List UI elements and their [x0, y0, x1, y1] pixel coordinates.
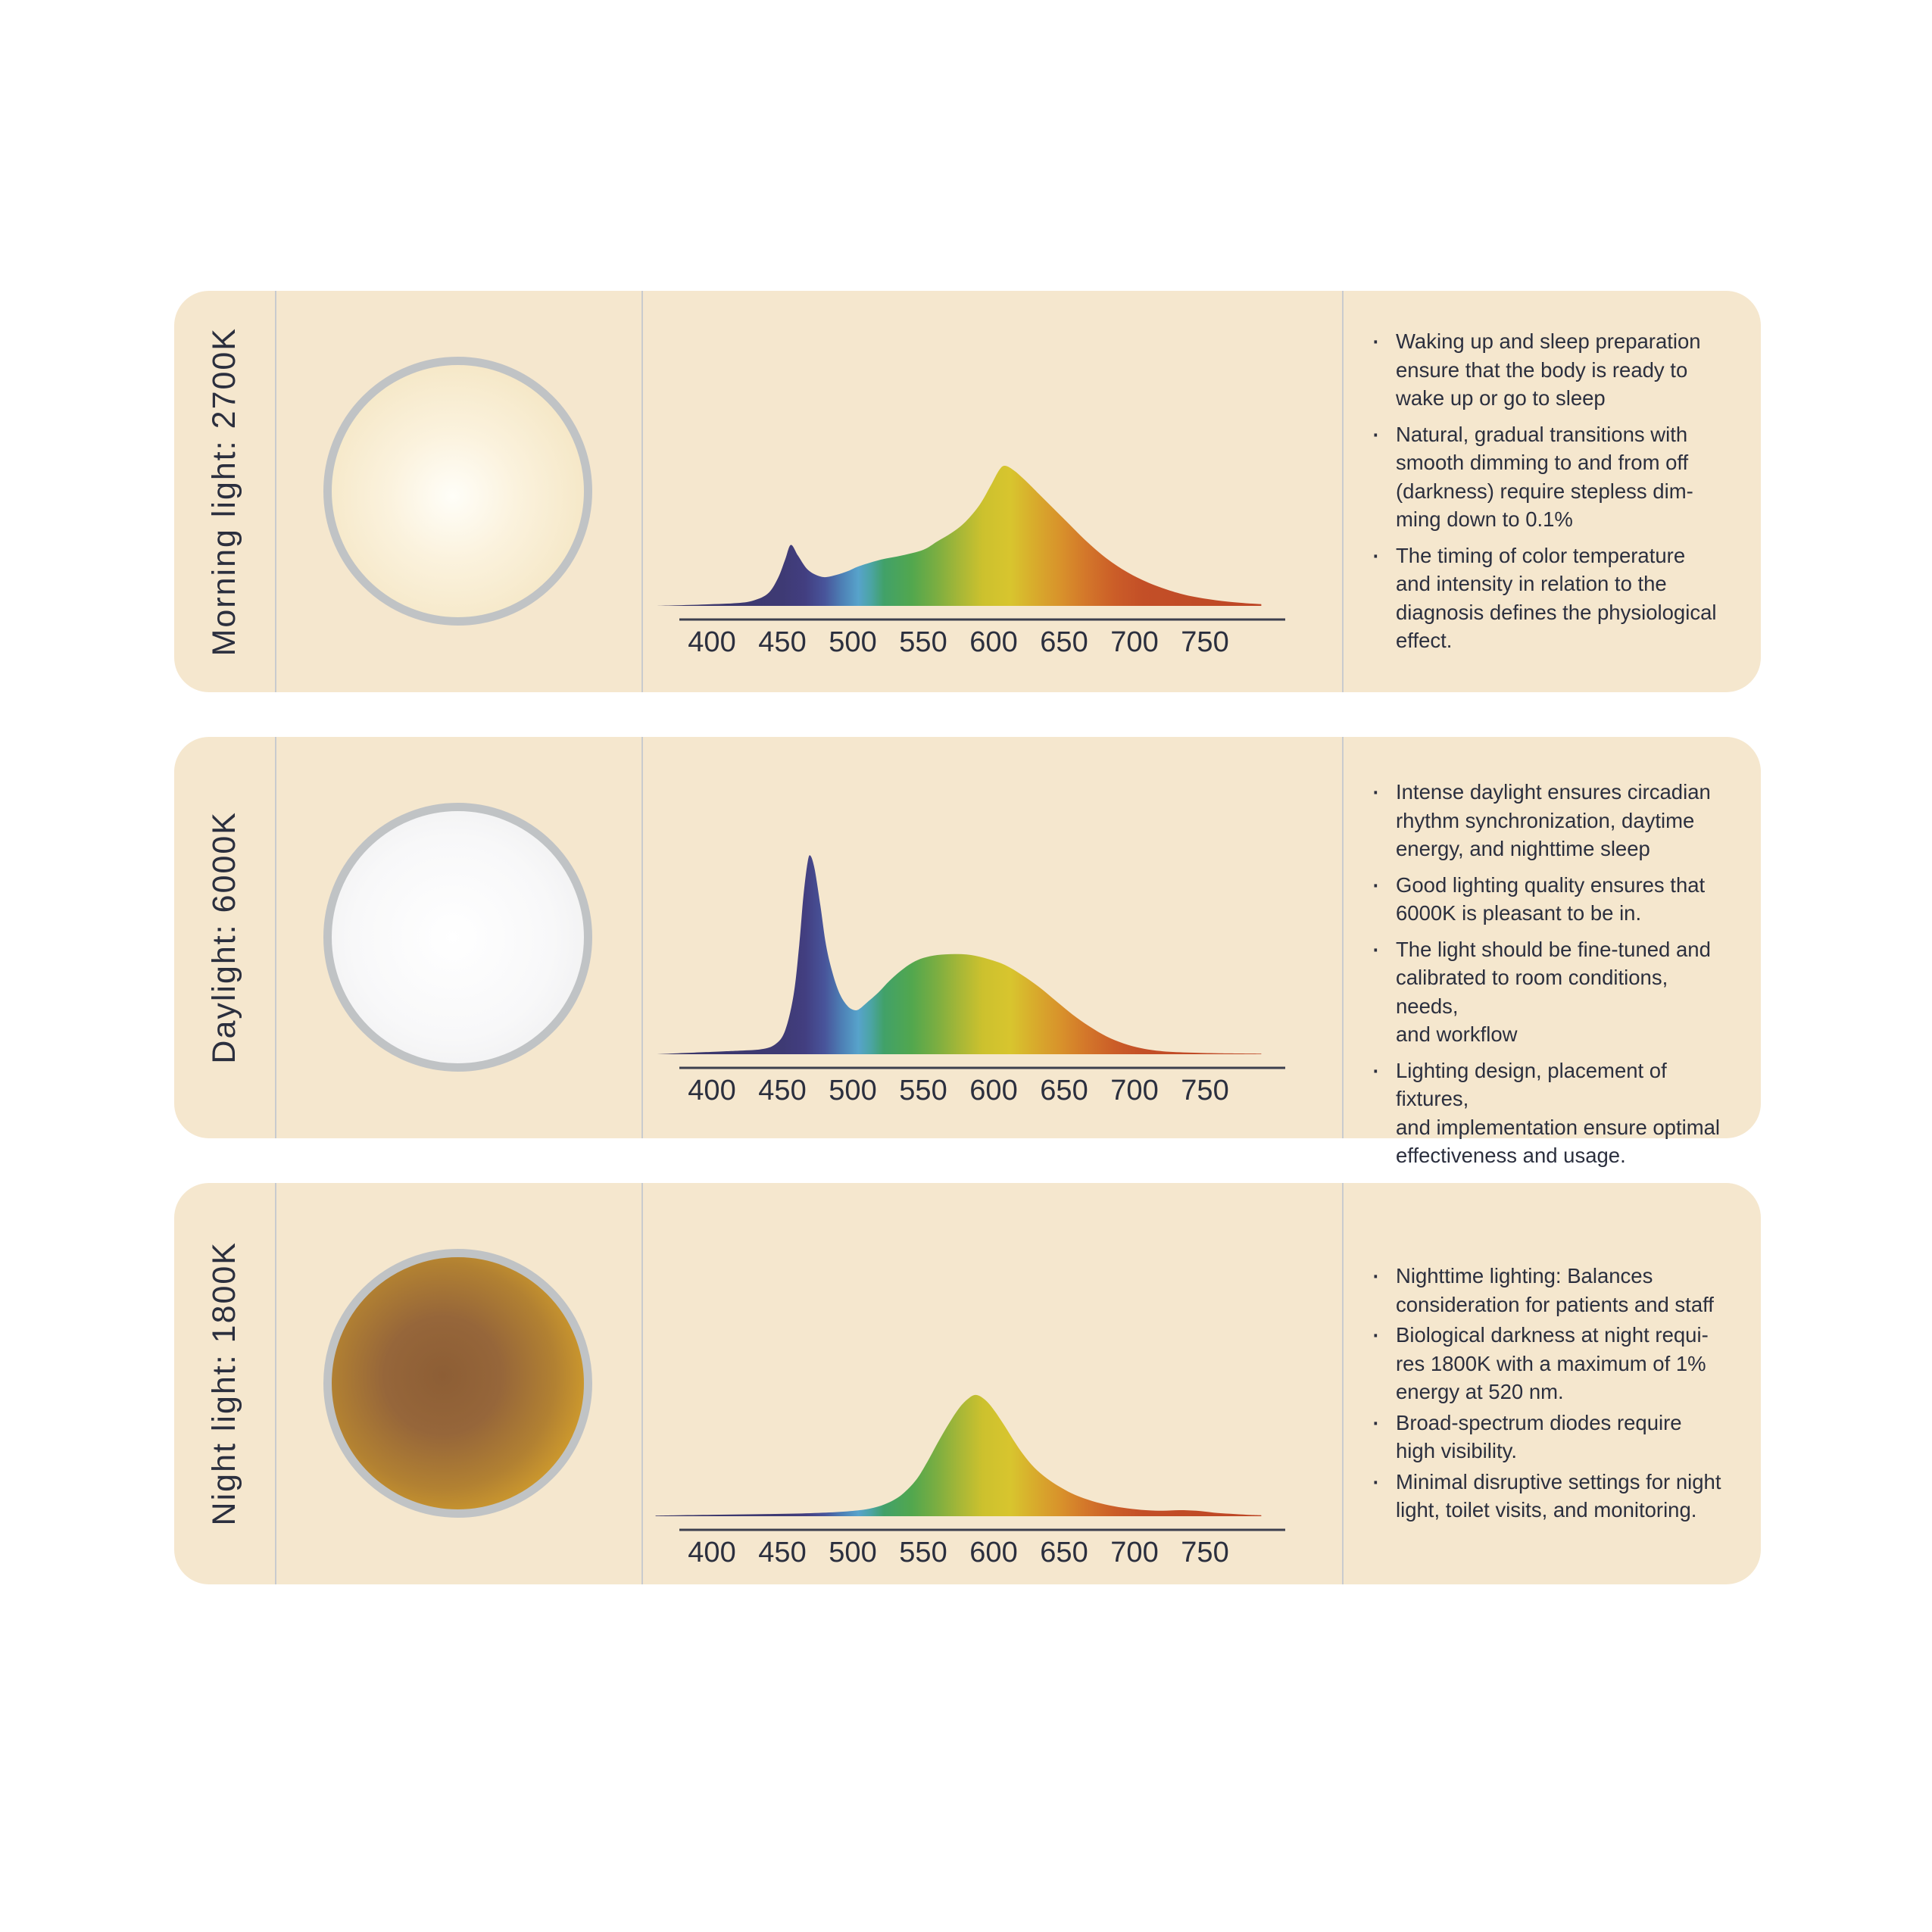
divider-label-column	[275, 291, 276, 692]
x-axis-tick-label: 700	[1110, 1537, 1158, 1568]
bullet-dot-icon: ·	[1371, 1465, 1381, 1497]
panel-title-rotated: Morning light: 2700K	[174, 291, 275, 692]
bullet-dot-icon: ·	[1371, 1053, 1381, 1086]
bullet-text: Natural, gradual transitions with smooth…	[1396, 422, 1693, 532]
spectrum-chart-1800k: 400 450 500 550 600 650 700 750	[655, 1394, 1285, 1568]
divider-circle-column	[641, 737, 643, 1138]
bullet-dot-icon: ·	[1371, 932, 1381, 965]
bullet-item: · Broad-spectrum diodes require high visi…	[1371, 1406, 1735, 1465]
panel-morning-light: Morning light: 2700K 400 450 500 550 600 650 7…	[174, 291, 1761, 692]
spectrum-area	[655, 1394, 1262, 1516]
x-axis-tick-label: 750	[1181, 626, 1228, 658]
x-axis-tick-label: 650	[1040, 626, 1088, 658]
spectrum-area	[655, 855, 1262, 1054]
x-axis-tick-label: 600	[969, 626, 1017, 658]
light-color-swatch-6000k	[323, 803, 592, 1072]
bullet-text: Nighttime lighting: Balances considerati…	[1396, 1264, 1714, 1316]
divider-chart-column	[1342, 1183, 1344, 1584]
bullet-item: · Biological darkness at night requi- res…	[1371, 1319, 1735, 1406]
bullet-item: · The light should be fine-tuned and cali…	[1371, 935, 1735, 1049]
bullet-item: · Natural, gradual transitions with smoot…	[1371, 420, 1735, 534]
divider-label-column	[275, 737, 276, 1138]
x-axis-tick-label: 700	[1110, 1075, 1158, 1106]
spectrum-chart-2700k: 400 450 500 550 600 650 700 750	[655, 466, 1285, 658]
bullet-list: · Waking up and sleep preparation ensure …	[1342, 291, 1743, 692]
bullet-text: Broad-spectrum diodes require high visib…	[1396, 1410, 1682, 1463]
bullet-text: The timing of color temperature and inte…	[1396, 543, 1717, 653]
panel-title-text: Night light: 1800K	[206, 1241, 242, 1526]
bullet-dot-icon: ·	[1371, 1319, 1381, 1350]
bullet-dot-icon: ·	[1371, 417, 1381, 450]
x-axis-tick-label: 500	[829, 626, 876, 658]
bullet-dot-icon: ·	[1371, 538, 1381, 571]
x-axis-tick-label: 500	[829, 1075, 876, 1106]
x-axis-tick-label: 700	[1110, 626, 1158, 658]
divider-chart-column	[1342, 291, 1344, 692]
bullet-item: · Minimal disruptive settings for night l…	[1371, 1465, 1735, 1525]
x-axis-tick-label: 450	[758, 626, 806, 658]
bullet-text: Biological darkness at night requi- res …	[1396, 1323, 1709, 1403]
bullet-list: · Nighttime lighting: Balances considerat…	[1342, 1183, 1743, 1584]
spectrum-area	[655, 466, 1262, 606]
x-axis-tick-label: 650	[1040, 1075, 1088, 1106]
x-axis-tick-label: 400	[688, 1075, 735, 1106]
x-axis-tick-label: 450	[758, 1537, 806, 1568]
divider-circle-column	[641, 1183, 643, 1584]
divider-label-column	[275, 1183, 276, 1584]
bullet-dot-icon: ·	[1371, 1259, 1381, 1291]
light-color-swatch-1800k	[323, 1249, 592, 1518]
x-axis-tick-label: 400	[688, 1537, 735, 1568]
panel-daylight: Daylight: 6000K 400 450 500 550 600 650 700 750…	[174, 737, 1761, 1167]
bullet-item: · The timing of color temperature and int…	[1371, 538, 1735, 655]
x-axis-tick-label: 600	[969, 1075, 1017, 1106]
bullet-text: Minimal disruptive settings for night li…	[1396, 1469, 1721, 1522]
x-axis-tick-label: 550	[899, 1075, 947, 1106]
x-axis-tick-label: 750	[1181, 1075, 1228, 1106]
bullet-list: · Intense daylight ensures circadian rhyt…	[1342, 737, 1743, 1167]
panel-title-rotated: Night light: 1800K	[174, 1183, 275, 1584]
x-axis-tick-label: 600	[969, 1537, 1017, 1568]
bullet-item: · Good lighting quality ensures that 6000…	[1371, 868, 1735, 928]
panel-night-light: Night light: 1800K 400 450 500 550 600 650 700…	[174, 1183, 1761, 1584]
x-axis-tick-label: 750	[1181, 1537, 1228, 1568]
panel-title-text: Daylight: 6000K	[206, 811, 242, 1064]
x-axis-tick-label: 650	[1040, 1537, 1088, 1568]
light-color-swatch-2700k	[323, 357, 592, 626]
x-axis-tick-label: 550	[899, 626, 947, 658]
bullet-text: Lighting design, placement of fixtures, …	[1396, 1058, 1721, 1168]
panel-title-rotated: Daylight: 6000K	[174, 737, 275, 1138]
divider-circle-column	[641, 291, 643, 692]
spectrum-chart-6000k: 400 450 500 550 600 650 700 750	[655, 855, 1285, 1106]
bullet-dot-icon: ·	[1371, 1406, 1381, 1438]
bullet-text: Waking up and sleep preparation ensure t…	[1396, 329, 1701, 410]
bullet-dot-icon: ·	[1371, 776, 1381, 807]
bullet-dot-icon: ·	[1371, 868, 1381, 900]
bullet-item: · Nighttime lighting: Balances considerat…	[1371, 1259, 1735, 1319]
x-axis-tick-label: 550	[899, 1537, 947, 1568]
bullet-text: The light should be fine-tuned and calib…	[1396, 937, 1711, 1047]
bullet-item: · Lighting design, placement of fixtures,…	[1371, 1053, 1735, 1170]
bullet-item: · Intense daylight ensures circadian rhyt…	[1371, 776, 1735, 863]
bullet-item: · Waking up and sleep preparation ensure …	[1371, 325, 1735, 413]
x-axis-tick-label: 500	[829, 1537, 876, 1568]
bullet-text: Intense daylight ensures circadian rhyth…	[1396, 780, 1711, 860]
x-axis-tick-label: 450	[758, 1075, 806, 1106]
divider-chart-column	[1342, 737, 1344, 1138]
panel-title-text: Morning light: 2700K	[206, 326, 242, 657]
bullet-dot-icon: ·	[1371, 325, 1381, 357]
x-axis-tick-label: 400	[688, 626, 735, 658]
bullet-text: Good lighting quality ensures that 6000K…	[1396, 872, 1706, 925]
